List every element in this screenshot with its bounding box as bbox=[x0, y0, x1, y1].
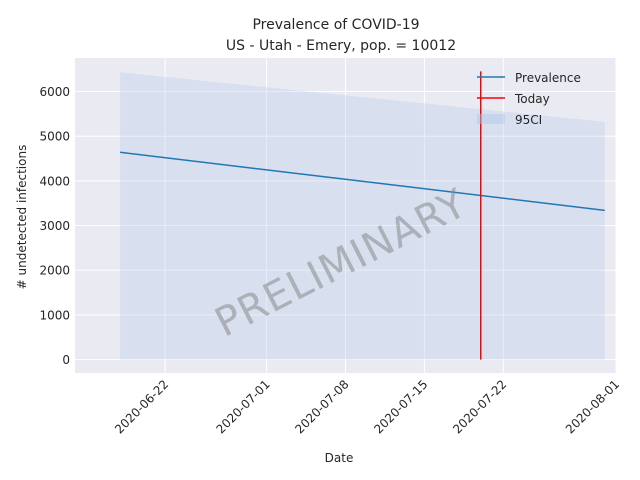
y-tick-label: 6000 bbox=[39, 85, 70, 99]
y-tick-label: 2000 bbox=[39, 264, 70, 278]
x-tick-label: 2020-08-01 bbox=[563, 377, 622, 436]
data-layer bbox=[119, 71, 605, 360]
y-tick-label: 0 bbox=[62, 353, 70, 367]
y-tick-label: 1000 bbox=[39, 308, 70, 322]
ci-band-95 bbox=[120, 72, 605, 360]
y-tick-label: 4000 bbox=[39, 174, 70, 188]
legend-label-today: Today bbox=[514, 92, 550, 106]
x-tick-label: 2020-07-22 bbox=[450, 377, 509, 436]
y-tick-label: 5000 bbox=[39, 130, 70, 144]
legend-swatch-95ci bbox=[477, 114, 505, 124]
chart-title: Prevalence of COVID-19 bbox=[252, 17, 419, 33]
x-tick-label: 2020-07-01 bbox=[214, 377, 273, 436]
x-tick-label: 2020-07-08 bbox=[292, 377, 351, 436]
chart-subtitle: US - Utah - Emery, pop. = 10012 bbox=[226, 38, 456, 54]
legend-label-95ci: 95CI bbox=[515, 113, 542, 127]
legend-label-prevalence: Prevalence bbox=[515, 71, 581, 85]
grid-lines bbox=[75, 58, 617, 373]
legend: Prevalence Today 95CI bbox=[477, 71, 581, 127]
x-tick-label: 2020-07-15 bbox=[371, 377, 430, 436]
y-tick-label: 3000 bbox=[39, 219, 70, 233]
x-axis-title: Date bbox=[325, 451, 354, 465]
prevalence-line bbox=[119, 151, 605, 212]
x-tick-label: 2020-06-22 bbox=[112, 377, 171, 436]
y-axis-title: # undetected infections bbox=[15, 145, 29, 290]
